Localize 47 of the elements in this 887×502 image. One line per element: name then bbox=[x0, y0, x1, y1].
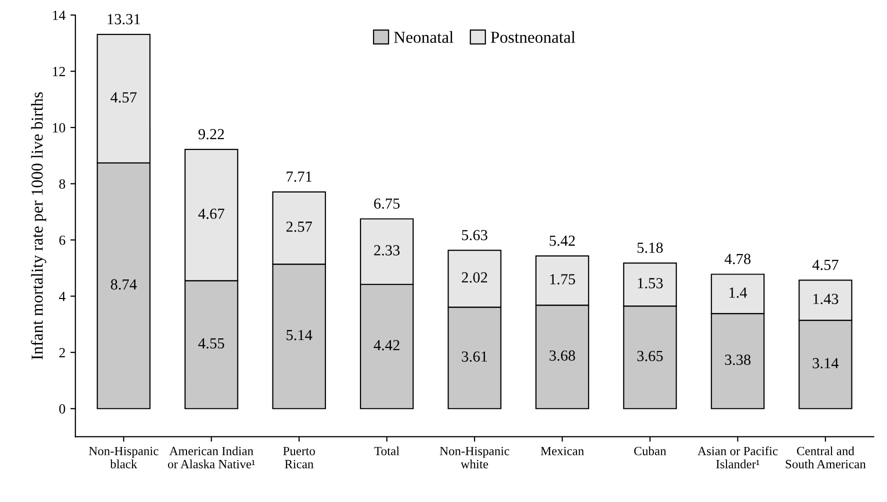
data-label: 2.33 bbox=[374, 245, 400, 256]
total-label: 4.57 bbox=[812, 260, 838, 270]
y-tick-label: 12 bbox=[53, 66, 65, 76]
data-label: 3.61 bbox=[462, 351, 487, 362]
y-tick-label: 2 bbox=[59, 348, 65, 358]
total-label: 5.42 bbox=[550, 236, 575, 246]
total-label: 5.63 bbox=[462, 230, 488, 240]
total-label: 9.22 bbox=[198, 129, 224, 140]
data-label: 4.67 bbox=[198, 208, 224, 219]
y-tick-label: 14 bbox=[53, 10, 66, 20]
y-tick-label: 0 bbox=[59, 404, 66, 414]
data-label: 2.57 bbox=[286, 222, 312, 232]
total-label: 5.18 bbox=[638, 242, 663, 253]
data-label: 4.55 bbox=[198, 338, 224, 349]
data-label: 2.02 bbox=[462, 272, 488, 283]
data-label: 5.14 bbox=[286, 330, 312, 340]
total-label: 4.78 bbox=[724, 254, 751, 264]
data-label: 1.75 bbox=[550, 274, 576, 284]
data-label: 3.14 bbox=[812, 358, 839, 368]
x-tick-label: Non-Hispanic black bbox=[88, 446, 158, 468]
y-tick-label: 10 bbox=[53, 123, 66, 132]
legend-label: Neonatal bbox=[394, 31, 454, 43]
x-tick-label: Asian or Pacific Islander¹ bbox=[698, 446, 778, 468]
data-label: 4.57 bbox=[110, 92, 137, 103]
legend-label: Postneonatal bbox=[490, 31, 576, 43]
y-axis-title: Infant mortality rate per 1000 live births bbox=[30, 92, 46, 360]
x-tick-label: Cuban bbox=[634, 446, 666, 456]
total-label: 6.75 bbox=[374, 198, 400, 209]
data-label: 3.38 bbox=[725, 354, 751, 366]
x-tick-label: Mexican bbox=[540, 446, 584, 456]
x-tick-label: Non-Hispanic white bbox=[440, 446, 510, 468]
x-tick-label: Total bbox=[374, 446, 400, 456]
y-tick-label: 4 bbox=[59, 292, 66, 301]
x-tick-label: American Indian or Alaska Native¹ bbox=[168, 446, 255, 468]
data-label: 4.42 bbox=[374, 340, 400, 350]
y-tick-label: 6 bbox=[59, 236, 66, 245]
total-label: 13.31 bbox=[108, 14, 140, 24]
data-label: 1.43 bbox=[813, 294, 838, 304]
data-label: 3.68 bbox=[550, 350, 576, 361]
data-label: 8.74 bbox=[110, 279, 137, 290]
data-label: 1.4 bbox=[730, 288, 748, 298]
y-tick-label: 8 bbox=[59, 179, 66, 189]
data-label: 1.53 bbox=[638, 278, 663, 288]
x-tick-label: Puerto Rican bbox=[283, 446, 315, 468]
total-label: 7.71 bbox=[286, 172, 312, 182]
data-label: 3.65 bbox=[637, 350, 663, 362]
x-tick-label: Central and South American bbox=[786, 446, 866, 468]
